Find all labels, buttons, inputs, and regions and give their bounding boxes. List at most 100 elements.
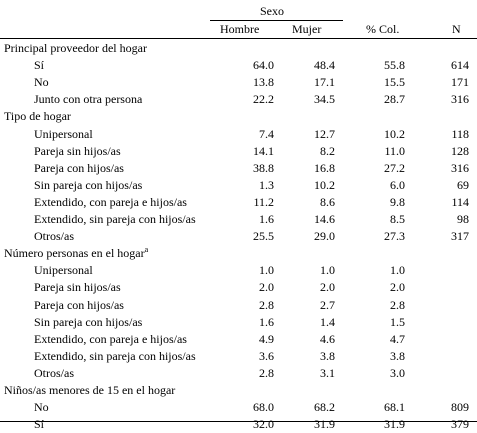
row-label: No [34, 75, 49, 90]
table-row: Sin pareja con hijos/as 1.3 10.2 6.0 69 [0, 177, 477, 194]
column-header-hombre: Hombre [220, 22, 260, 36]
cell-percent-col: 31.9 [384, 417, 405, 432]
row-label: Pareja con hijos/as [34, 297, 124, 312]
cell-mujer: 10.2 [314, 177, 335, 192]
table-row: Extendido, sin pareja con hijos/as 1.6 14.… [0, 211, 477, 228]
cell-percent-col: 11.0 [384, 143, 405, 158]
section-title-text: Número personas en el hogar [4, 246, 145, 261]
table-row: No 68.0 68.2 68.1 809 [0, 399, 477, 416]
footnote-marker: a [144, 245, 149, 255]
cell-percent-col: 2.8 [390, 297, 405, 312]
row-label: Sin pareja con hijos/as [34, 177, 143, 192]
row-label: Extendido, con pareja e hijos/as [34, 194, 187, 209]
cell-mujer: 8.2 [320, 143, 335, 158]
cell-hombre: 22.2 [253, 92, 274, 107]
table-row: Otros/as 25.5 29.0 27.3 317 [0, 228, 477, 245]
cell-n: 98 [457, 212, 469, 226]
cell-mujer: 3.1 [320, 365, 335, 380]
cell-percent-col: 2.0 [390, 280, 405, 295]
cell-percent-col: 3.0 [390, 365, 405, 380]
row-label: Pareja con hijos/as [34, 160, 124, 175]
section-title: Número personas en el hogara [0, 245, 477, 262]
cell-n: 316 [451, 92, 469, 107]
cell-mujer: 34.5 [314, 92, 335, 107]
cell-mujer: 8.6 [320, 194, 335, 209]
cell-hombre: 25.5 [253, 229, 274, 244]
cell-hombre: 14.1 [253, 143, 274, 158]
table-row: Unipersonal 7.4 12.7 10.2 118 [0, 126, 477, 143]
cell-mujer: 14.6 [314, 212, 335, 226]
row-label: Unipersonal [34, 126, 93, 141]
row-label: Pareja sin hijos/as [34, 143, 121, 158]
cell-n: 316 [451, 160, 469, 175]
header-group-underline [210, 20, 343, 21]
cell-n: 171 [451, 75, 469, 90]
cell-mujer: 2.7 [320, 297, 335, 312]
cell-hombre: 1.6 [259, 212, 274, 226]
table-row: No 13.8 17.1 15.5 171 [0, 74, 477, 91]
cell-mujer: 16.8 [314, 160, 335, 175]
cell-percent-col: 27.2 [384, 160, 405, 175]
cell-mujer: 68.2 [314, 400, 335, 415]
cell-mujer: 12.7 [314, 126, 335, 141]
cell-hombre: 3.6 [259, 348, 274, 363]
table-row: Pareja con hijos/as 2.8 2.7 2.8 [0, 297, 477, 314]
cell-mujer: 31.9 [314, 417, 335, 432]
section-title: Tipo de hogar [0, 108, 477, 125]
cell-hombre: 2.0 [259, 280, 274, 295]
row-label: Extendido, sin pareja con hijos/as [34, 348, 196, 363]
row-label: Sin pareja con hijos/as [34, 314, 143, 329]
row-label: Extendido, con pareja e hijos/as [34, 331, 187, 346]
cell-hombre: 2.8 [259, 297, 274, 312]
cell-hombre: 4.9 [259, 331, 274, 346]
cell-percent-col: 1.0 [390, 263, 405, 278]
cell-n: 614 [451, 58, 469, 73]
cell-hombre: 68.0 [253, 400, 274, 415]
row-label: No [34, 400, 49, 415]
row-label: Sí [34, 58, 45, 73]
row-label: Sí [34, 417, 45, 432]
cell-n: 317 [451, 229, 469, 244]
section-title-label: Niños/as menores de 15 en el hogar [4, 382, 175, 399]
cell-percent-col: 27.3 [384, 229, 405, 244]
column-header-mujer: Mujer [292, 22, 322, 36]
table-row: Junto con otra persona 22.2 34.5 28.7 316 [0, 91, 477, 108]
cell-percent-col: 55.8 [384, 58, 405, 73]
cell-n: 128 [451, 143, 469, 158]
row-label: Otros/as [34, 365, 74, 380]
cell-hombre: 64.0 [253, 58, 274, 73]
table-row: Sin pareja con hijos/as 1.6 1.4 1.5 [0, 314, 477, 331]
cell-mujer: 1.0 [320, 263, 335, 278]
table-row: Extendido, con pareja e hijos/as 4.9 4.6 4.… [0, 331, 477, 348]
cell-percent-col: 8.5 [390, 212, 405, 226]
table-row: Unipersonal 1.0 1.0 1.0 [0, 262, 477, 279]
section-title: Principal proveedor del hogar [0, 40, 477, 57]
column-header-n: N [452, 22, 461, 36]
cell-n: 114 [451, 194, 469, 209]
header-bottom-rule [0, 38, 477, 39]
cell-percent-col: 15.5 [384, 75, 405, 90]
cell-hombre: 32.0 [253, 417, 274, 432]
cell-hombre: 38.8 [253, 160, 274, 175]
table-row: Extendido, con pareja e hijos/as 11.2 8.6 9… [0, 194, 477, 211]
cell-hombre: 7.4 [259, 126, 274, 141]
table-row: Pareja sin hijos/as 2.0 2.0 2.0 [0, 279, 477, 296]
table-row: Sí 64.0 48.4 55.8 614 [0, 57, 477, 74]
cell-hombre: 2.8 [259, 365, 274, 380]
table-row: Extendido, sin pareja con hijos/as 3.6 3.8… [0, 348, 477, 365]
cell-hombre: 11.2 [253, 194, 274, 209]
row-label: Junto con otra persona [34, 92, 143, 107]
cell-hombre: 1.0 [259, 263, 274, 278]
section-title-text: Tipo de hogar [4, 109, 71, 124]
section-title-label: Número personas en el hogara [4, 245, 148, 262]
column-header-percent-col: % Col. [366, 22, 400, 36]
table-row: Pareja sin hijos/as 14.1 8.2 11.0 128 [0, 143, 477, 160]
table-row: Sí 32.0 31.9 31.9 379 [0, 416, 477, 433]
row-label: Unipersonal [34, 263, 93, 278]
cell-mujer: 1.4 [320, 314, 335, 329]
cell-mujer: 2.0 [320, 280, 335, 295]
cell-hombre: 13.8 [253, 75, 274, 90]
cell-hombre: 1.6 [259, 314, 274, 329]
row-label: Pareja sin hijos/as [34, 280, 121, 295]
cell-percent-col: 3.8 [390, 348, 405, 363]
